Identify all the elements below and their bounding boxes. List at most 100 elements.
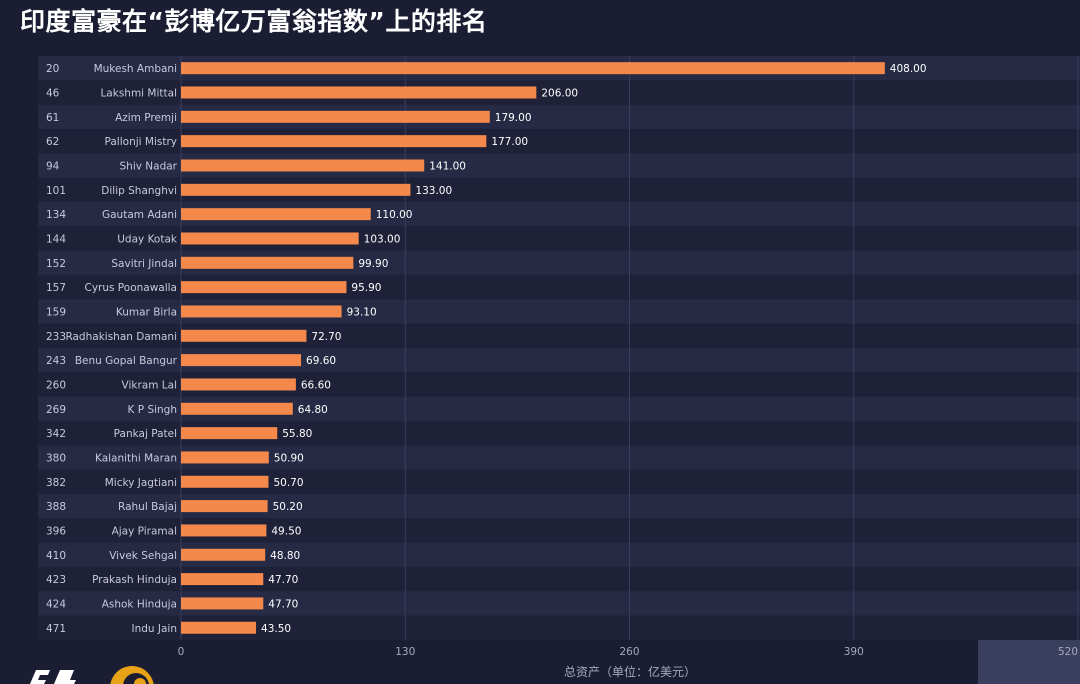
bar xyxy=(181,597,264,610)
rank-label: 396 xyxy=(46,525,66,537)
rank-label: 159 xyxy=(46,306,66,318)
x-axis-band xyxy=(978,639,1080,684)
rank-label: 101 xyxy=(46,185,66,197)
rank-label: 152 xyxy=(46,258,66,270)
rank-label: 269 xyxy=(46,404,66,416)
value-label: 66.60 xyxy=(301,379,331,391)
x-axis-title: 总资产（单位：亿美元） xyxy=(564,664,696,679)
value-label: 43.50 xyxy=(261,623,291,635)
value-label: 69.60 xyxy=(306,355,336,367)
value-label: 177.00 xyxy=(491,136,528,148)
rank-label: 388 xyxy=(46,501,66,513)
name-label: Savitri Jindal xyxy=(111,258,177,270)
x-tick-label: 520 xyxy=(1058,646,1078,658)
bar xyxy=(181,256,354,269)
bar xyxy=(181,281,347,294)
bar xyxy=(181,402,293,415)
bar xyxy=(181,451,269,464)
name-label: Benu Gopal Bangur xyxy=(75,355,178,367)
x-tick-label: 260 xyxy=(619,646,639,658)
name-label: Shiv Nadar xyxy=(120,160,178,172)
name-label: Vikram Lal xyxy=(122,379,177,391)
value-label: 103.00 xyxy=(364,233,401,245)
bar xyxy=(181,621,257,634)
rank-label: 134 xyxy=(46,209,66,221)
labels: 20 Mukesh Ambani 408.00 46 Lakshmi Mittal 206… xyxy=(46,63,927,635)
name-label: Kumar Birla xyxy=(116,306,177,318)
rank-label: 157 xyxy=(46,282,66,294)
name-label: Indu Jain xyxy=(131,623,177,635)
rank-label: 144 xyxy=(46,233,66,245)
bar xyxy=(181,159,425,172)
name-label: Prakash Hinduja xyxy=(92,574,177,586)
value-label: 47.70 xyxy=(268,598,298,610)
bar xyxy=(181,86,537,99)
rank-label: 243 xyxy=(46,355,66,367)
value-label: 141.00 xyxy=(429,160,466,172)
bars xyxy=(181,62,885,634)
name-label: Dilip Shanghvi xyxy=(101,185,177,197)
gridlines xyxy=(180,56,1079,640)
name-label: K P Singh xyxy=(128,404,177,416)
value-label: 47.70 xyxy=(268,574,298,586)
bar xyxy=(181,378,296,391)
rank-label: 423 xyxy=(46,574,66,586)
rank-label: 342 xyxy=(46,428,66,440)
x-tick-label: 130 xyxy=(395,646,415,658)
x-axis: 0 130 260 390 520 xyxy=(178,646,1078,658)
bar xyxy=(181,524,267,537)
value-label: 110.00 xyxy=(376,209,413,221)
value-label: 49.50 xyxy=(271,525,301,537)
bar xyxy=(181,500,268,513)
name-label: Gautam Adani xyxy=(102,209,177,221)
brand-logo xyxy=(30,666,154,684)
rank-label: 62 xyxy=(46,136,59,148)
name-label: Mukesh Ambani xyxy=(94,63,177,75)
value-label: 50.20 xyxy=(273,501,303,513)
value-label: 133.00 xyxy=(415,185,452,197)
value-label: 48.80 xyxy=(270,550,300,562)
value-label: 50.90 xyxy=(274,452,304,464)
bar xyxy=(181,183,411,196)
value-label: 93.10 xyxy=(347,306,377,318)
name-label: Vivek Sehgal xyxy=(109,550,177,562)
bar xyxy=(181,475,269,488)
bar xyxy=(181,427,278,440)
value-label: 64.80 xyxy=(298,404,328,416)
name-label: Uday Kotak xyxy=(117,233,178,245)
value-label: 72.70 xyxy=(311,331,341,343)
rank-label: 380 xyxy=(46,452,66,464)
rank-label: 410 xyxy=(46,550,66,562)
rank-label: 471 xyxy=(46,623,66,635)
rank-label: 233 xyxy=(46,331,66,343)
bar xyxy=(181,329,307,342)
name-label: Pankaj Patel xyxy=(114,428,177,440)
rank-label: 382 xyxy=(46,477,66,489)
rank-label: 260 xyxy=(46,379,66,391)
bar xyxy=(181,62,885,75)
rank-label: 424 xyxy=(46,598,66,610)
bar xyxy=(181,208,371,221)
value-label: 99.90 xyxy=(358,258,388,270)
chart-title: 印度富豪在“彭博亿万富翁指数”上的排名 xyxy=(20,7,488,36)
name-label: Ajay Piramal xyxy=(112,525,177,537)
bar xyxy=(181,135,487,148)
x-tick-label: 390 xyxy=(844,646,864,658)
bar xyxy=(181,110,490,123)
rank-label: 20 xyxy=(46,63,59,75)
name-label: Ashok Hinduja xyxy=(102,598,177,610)
rank-label: 94 xyxy=(46,160,60,172)
name-label: Pallonji Mistry xyxy=(105,136,177,148)
name-label: Radhakishan Damani xyxy=(65,331,177,343)
bar xyxy=(181,548,266,561)
bar xyxy=(181,573,264,586)
value-label: 408.00 xyxy=(890,63,927,75)
rank-label: 61 xyxy=(46,112,59,124)
name-label: Lakshmi Mittal xyxy=(100,87,177,99)
value-label: 50.70 xyxy=(273,477,303,489)
value-label: 95.90 xyxy=(351,282,381,294)
value-label: 179.00 xyxy=(495,112,532,124)
bar xyxy=(181,354,302,367)
